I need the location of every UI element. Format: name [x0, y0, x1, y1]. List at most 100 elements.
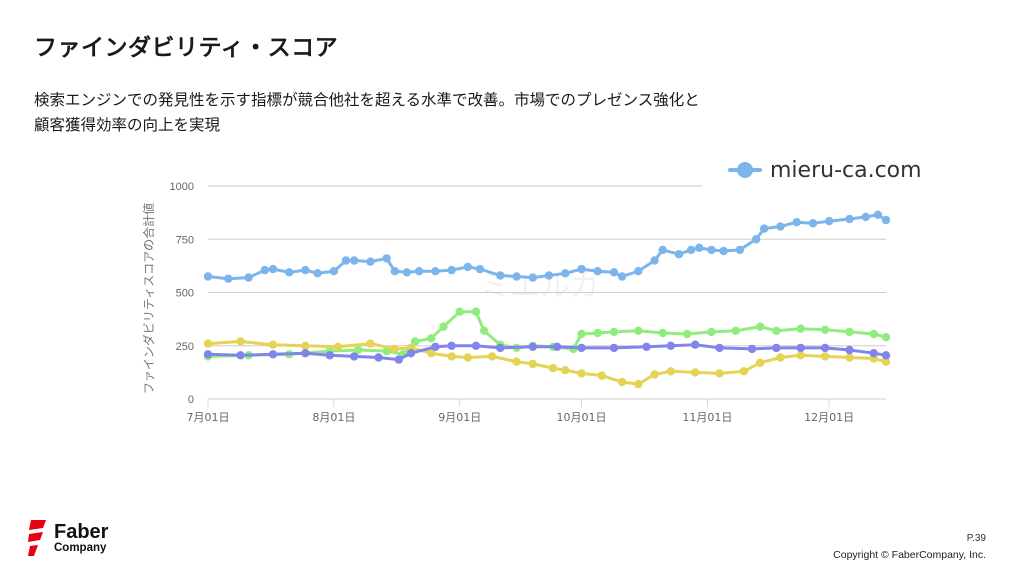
data-point[interactable] — [755, 322, 765, 331]
data-point[interactable] — [691, 368, 700, 377]
data-point[interactable] — [463, 353, 472, 362]
data-point[interactable] — [329, 267, 339, 276]
data-point[interactable] — [609, 343, 619, 353]
data-point[interactable] — [301, 265, 310, 275]
data-point[interactable] — [414, 267, 424, 276]
data-point[interactable] — [577, 369, 586, 378]
data-point[interactable] — [427, 349, 436, 358]
data-point[interactable] — [691, 340, 700, 349]
data-point[interactable] — [544, 271, 554, 280]
data-point[interactable] — [333, 342, 343, 351]
series-4[interactable] — [203, 340, 891, 364]
data-point[interactable] — [301, 341, 310, 350]
series-1[interactable] — [203, 210, 891, 283]
data-point[interactable] — [845, 327, 854, 337]
data-point[interactable] — [285, 268, 294, 277]
data-point[interactable] — [203, 350, 213, 359]
data-point[interactable] — [593, 267, 602, 276]
data-point[interactable] — [354, 345, 363, 355]
data-point[interactable] — [617, 272, 627, 281]
data-point[interactable] — [715, 343, 724, 353]
data-point[interactable] — [548, 363, 558, 373]
data-point[interactable] — [260, 265, 269, 275]
data-point[interactable] — [731, 326, 740, 335]
data-point[interactable] — [577, 329, 586, 339]
data-point[interactable] — [650, 256, 659, 265]
data-point[interactable] — [666, 367, 675, 376]
data-point[interactable] — [760, 224, 769, 233]
data-point[interactable] — [406, 349, 416, 358]
data-point[interactable] — [861, 212, 870, 222]
data-point[interactable] — [772, 326, 781, 335]
data-point[interactable] — [597, 371, 606, 380]
data-point[interactable] — [203, 339, 213, 348]
data-point[interactable] — [431, 267, 440, 276]
data-point[interactable] — [350, 256, 359, 265]
data-point[interactable] — [528, 342, 537, 351]
data-point[interactable] — [593, 328, 602, 338]
data-point[interactable] — [447, 265, 456, 275]
data-point[interactable] — [682, 329, 692, 339]
data-point[interactable] — [845, 353, 854, 362]
data-point[interactable] — [577, 264, 586, 274]
data-point[interactable] — [366, 257, 375, 266]
data-point[interactable] — [552, 342, 562, 351]
data-point[interactable] — [634, 379, 643, 389]
data-point[interactable] — [617, 377, 627, 387]
data-point[interactable] — [719, 246, 728, 256]
data-point[interactable] — [747, 344, 757, 354]
data-point[interactable] — [609, 327, 619, 337]
data-point[interactable] — [224, 274, 233, 283]
data-point[interactable] — [825, 216, 834, 226]
data-point[interactable] — [845, 214, 854, 224]
data-point[interactable] — [236, 337, 245, 346]
data-point[interactable] — [463, 262, 472, 272]
data-point[interactable] — [561, 269, 570, 278]
data-point[interactable] — [528, 359, 537, 369]
data-point[interactable] — [881, 351, 891, 360]
data-point[interactable] — [650, 370, 659, 379]
data-point[interactable] — [313, 269, 322, 278]
data-point[interactable] — [325, 351, 334, 360]
data-point[interactable] — [203, 272, 213, 281]
data-point[interactable] — [776, 222, 785, 231]
data-point[interactable] — [431, 342, 440, 351]
data-point[interactable] — [796, 343, 805, 353]
data-point[interactable] — [512, 272, 521, 281]
data-point[interactable] — [374, 353, 383, 362]
data-point[interactable] — [609, 268, 619, 277]
data-point[interactable] — [236, 351, 245, 360]
data-point[interactable] — [820, 343, 830, 353]
data-point[interactable] — [869, 329, 878, 339]
data-point[interactable] — [528, 273, 537, 282]
data-point[interactable] — [268, 340, 278, 349]
data-point[interactable] — [341, 256, 351, 265]
data-point[interactable] — [301, 349, 310, 358]
data-point[interactable] — [881, 215, 891, 225]
data-point[interactable] — [796, 351, 805, 360]
data-point[interactable] — [776, 353, 785, 362]
data-point[interactable] — [410, 337, 420, 346]
data-point[interactable] — [382, 254, 391, 263]
data-point[interactable] — [350, 352, 359, 361]
data-point[interactable] — [658, 245, 667, 255]
data-point[interactable] — [577, 343, 586, 353]
data-point[interactable] — [561, 366, 570, 375]
data-point[interactable] — [634, 326, 643, 335]
data-point[interactable] — [402, 268, 412, 277]
data-point[interactable] — [796, 324, 805, 333]
data-point[interactable] — [792, 218, 801, 227]
data-point[interactable] — [715, 369, 724, 378]
data-point[interactable] — [873, 210, 883, 219]
data-point[interactable] — [686, 245, 696, 255]
data-point[interactable] — [674, 250, 684, 259]
series-3[interactable] — [203, 337, 891, 389]
data-point[interactable] — [471, 307, 481, 316]
data-point[interactable] — [751, 235, 761, 244]
data-point[interactable] — [394, 355, 403, 364]
data-point[interactable] — [479, 326, 489, 335]
data-point[interactable] — [496, 271, 505, 280]
data-point[interactable] — [455, 307, 464, 316]
data-point[interactable] — [390, 344, 399, 354]
data-point[interactable] — [808, 219, 818, 228]
